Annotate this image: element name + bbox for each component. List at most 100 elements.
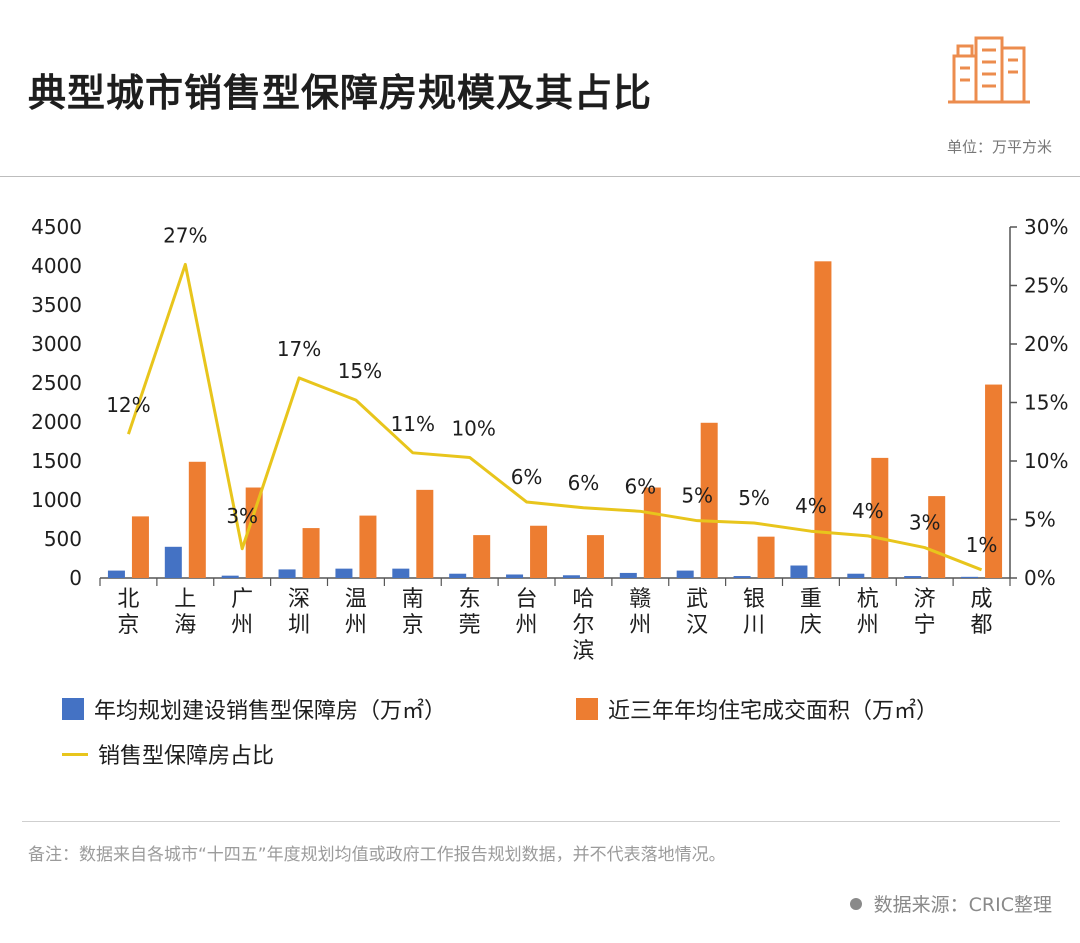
left-tick-label: 1000 [31,488,82,512]
category-label: 温州 [345,587,367,638]
category-label: 南京 [402,587,424,638]
data-label: 3% [909,511,941,535]
bar-transaction [359,515,377,578]
bar-transaction [530,525,548,578]
legend-swatch-orange [576,698,598,720]
footnote: 备注：数据来自各城市“十四五”年度规划均值或政府工作报告规划数据，并不代表落地情… [28,845,726,865]
bar-planned [847,573,865,578]
data-label: 6% [568,471,600,495]
category-label: 成都 [971,587,993,638]
bar-planned [676,570,694,578]
left-tick-label: 4500 [31,215,82,239]
left-tick-label: 1500 [31,449,82,473]
bar-transaction [473,535,491,578]
bar-transaction [131,516,149,578]
right-tick-label: 30% [1024,215,1068,239]
category-label: 深圳 [288,587,310,638]
bar-transaction [188,461,206,578]
right-tick-label: 20% [1024,332,1068,356]
bar-transaction [757,536,775,578]
divider-top [0,176,1080,177]
right-tick-label: 5% [1024,508,1056,532]
bar-transaction [302,528,320,578]
source-text: 数据来源：CRIC整理 [873,894,1052,916]
right-tick-label: 15% [1024,391,1068,415]
page-title: 典型城市销售型保障房规模及其占比 [28,71,653,115]
category-label: 上海 [174,587,196,638]
building-logo-icon [948,36,1030,104]
bar-planned [164,546,182,578]
unit-label: 单位：万平方米 [946,138,1052,156]
bar-planned [961,576,979,578]
right-tick-label: 0% [1024,566,1056,590]
bar-planned [449,573,467,578]
divider-bottom [22,821,1060,822]
legend-label: 年均规划建设销售型保障房（万㎡） [94,699,447,724]
data-label: 5% [681,484,713,508]
data-label: 10% [451,416,495,440]
category-label: 哈尔滨 [572,587,594,664]
category-label: 广州 [231,587,253,638]
bar-transaction [985,384,1003,578]
data-label: 3% [226,504,258,528]
left-tick-label: 3500 [31,293,82,317]
data-label: 15% [338,359,382,383]
category-label: 重庆 [800,587,822,638]
bar-planned [790,565,808,578]
category-label: 赣州 [629,587,651,638]
category-label: 济宁 [914,587,936,638]
bar-transaction [814,261,832,578]
legend-swatch-blue [62,698,84,720]
data-label: 4% [795,494,827,518]
bar-planned [904,576,922,578]
bar-planned [221,575,239,578]
bullet-dot-icon [849,897,862,910]
data-label: 11% [391,412,435,436]
bar-transaction [643,487,661,578]
data-label: 12% [106,393,150,417]
bar-transaction [871,457,889,578]
category-label: 东莞 [459,587,481,638]
legend-item-bar2: 近三年年均住宅成交面积（万㎡） [576,693,938,725]
left-tick-label: 2000 [31,410,82,434]
legend-item-line: 销售型保障房占比 [62,738,274,770]
right-tick-label: 10% [1024,449,1068,473]
data-label: 1% [966,533,998,557]
data-label: 27% [163,223,207,247]
bar-transaction [416,489,434,578]
category-label: 武汉 [686,587,708,638]
left-tick-label: 2500 [31,371,82,395]
bar-planned [392,568,410,578]
category-label: 杭州 [857,587,879,638]
category-label: 台州 [516,587,538,638]
data-label: 6% [511,465,543,489]
bar-planned [506,574,524,578]
bar-planned [733,576,751,578]
bar-planned [107,570,125,578]
bar-planned [619,572,637,578]
category-label: 北京 [117,587,139,638]
bar-planned [562,575,580,578]
bar-transaction [928,496,946,578]
bar-transaction [700,422,718,578]
right-tick-label: 25% [1024,274,1068,298]
left-tick-label: 3000 [31,332,82,356]
data-label: 5% [738,486,770,510]
legend-label: 近三年年均住宅成交面积（万㎡） [608,699,939,724]
bar-planned [335,568,353,578]
left-tick-label: 500 [44,527,82,551]
bar-transaction [245,487,263,578]
share-line [127,262,983,572]
bar-planned [278,569,296,578]
bar-line-chart: 0 500 1000 1500 2000 2500 3000 3500 4000 4500 0% 5%… [31,215,1068,664]
legend-swatch-line [62,752,88,756]
left-tick-label: 4000 [31,254,82,278]
data-label: 4% [852,499,884,523]
data-label: 17% [277,337,321,361]
source-line: 数据来源：CRIC整理 [849,890,1052,917]
bar-transaction [586,535,604,578]
legend-label: 销售型保障房占比 [98,744,275,769]
category-label: 银川 [743,587,765,638]
legend-item-bar1: 年均规划建设销售型保障房（万㎡） [62,693,446,725]
data-label: 6% [624,474,656,498]
